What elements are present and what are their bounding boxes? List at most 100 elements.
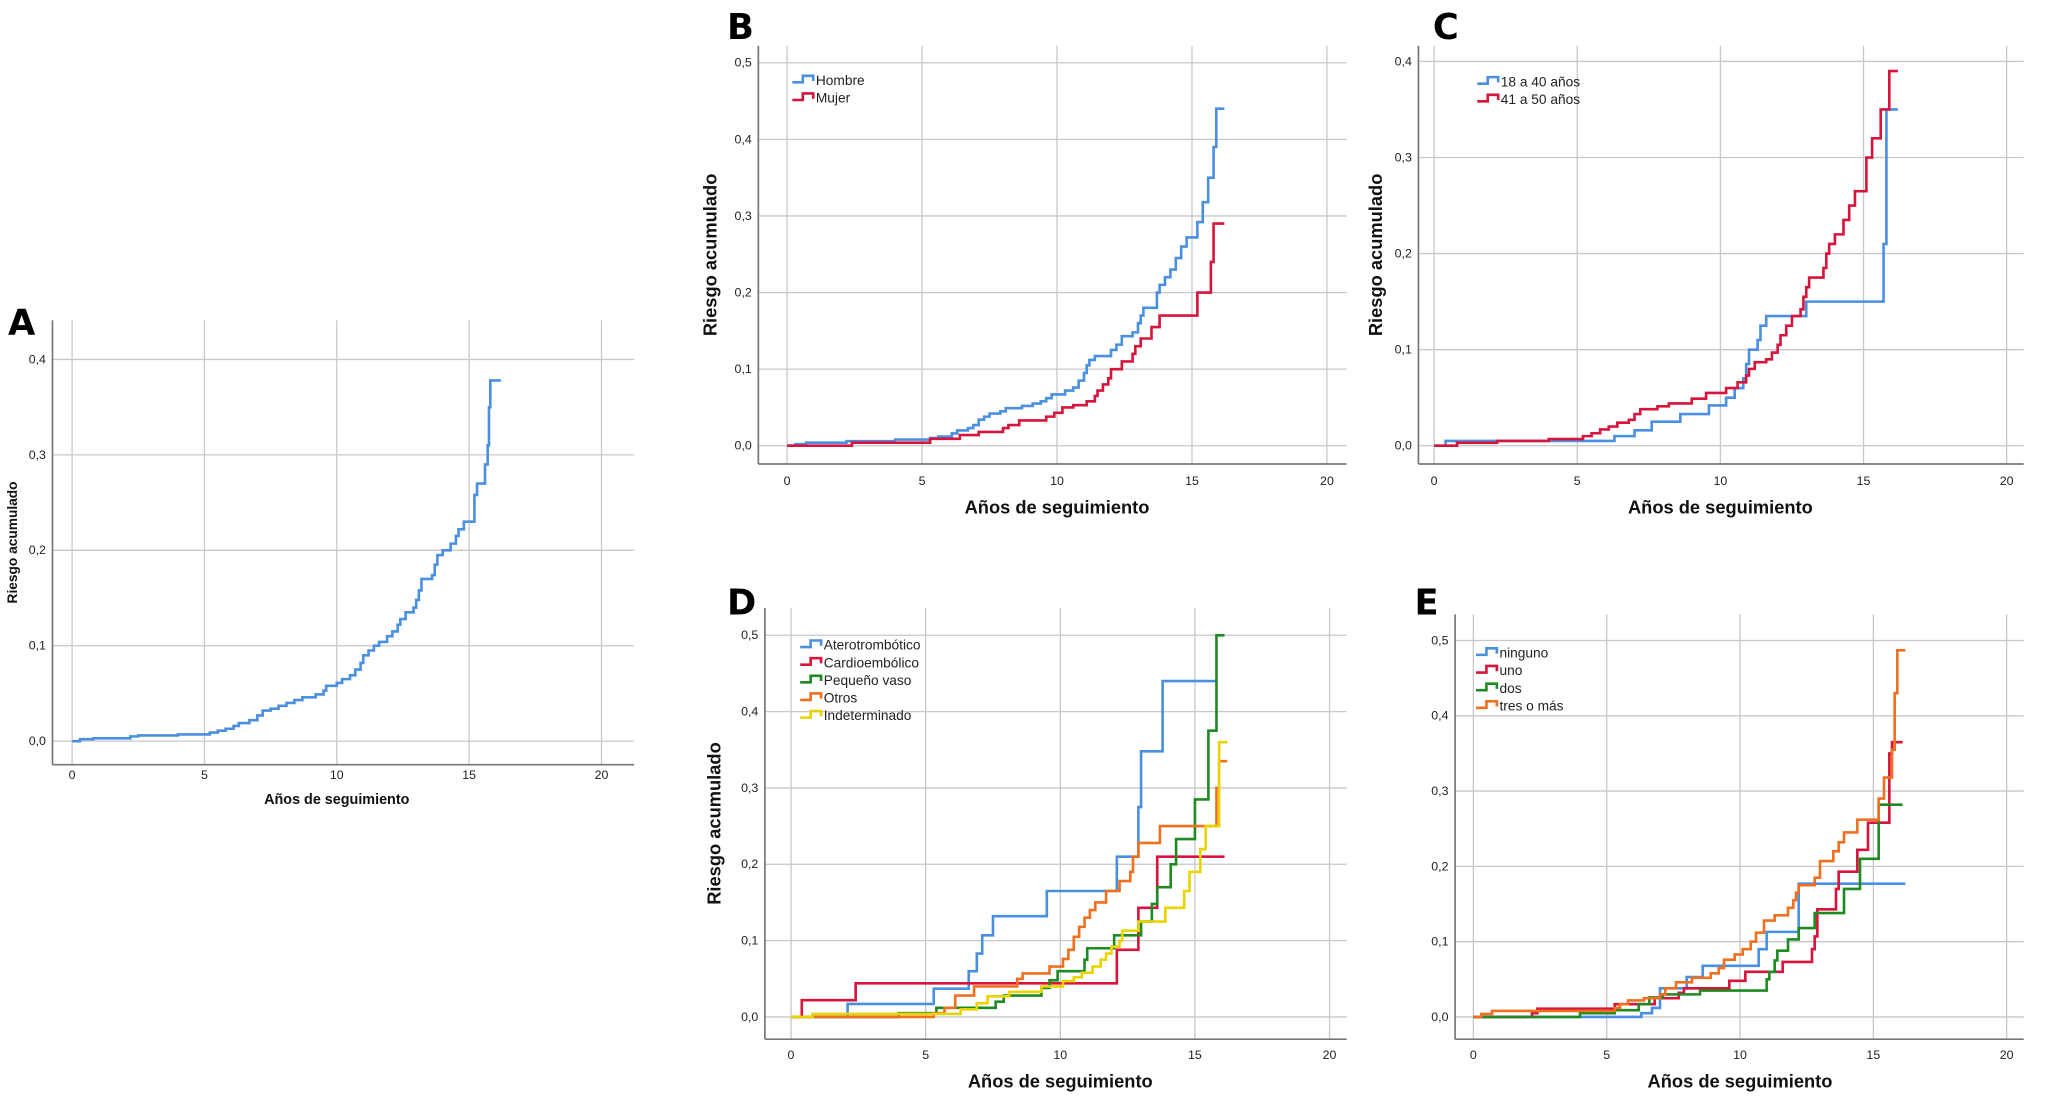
legend-swatch: [792, 74, 815, 84]
x-tick-label: 5: [201, 768, 208, 782]
legend-label: tres o más: [1499, 698, 1563, 713]
x-tick-label: 20: [595, 768, 609, 782]
series-line-tres-o-más: [1473, 648, 1906, 1019]
series-line-cardioembólico: [791, 855, 1225, 1019]
panel-letter: C: [1433, 7, 1459, 48]
y-tick-label: 0,5: [1431, 633, 1448, 647]
y-axis-label: Riesgo acumulado: [5, 481, 20, 603]
legend-label: Otros: [824, 691, 858, 706]
series-line-hombre: [787, 107, 1225, 448]
legend-label: 18 a 40 años: [1501, 74, 1580, 89]
legend-swatch: [800, 639, 823, 649]
x-tick-label: 15: [1857, 474, 1871, 488]
legend-label: uno: [1499, 663, 1522, 678]
series-line-pequeño-vaso: [791, 633, 1225, 1019]
y-tick-label: 0,5: [735, 56, 752, 70]
x-tick-label: 15: [1185, 474, 1199, 488]
series-line-mujer: [787, 222, 1225, 448]
panel-a: A 0 5 10 15 20 0,0 0,1 0,2 0,3 0,4 Años de seguimie…: [5, 303, 635, 808]
x-tick-label: 5: [922, 1048, 929, 1062]
y-tick-label: 0,2: [1431, 859, 1448, 873]
x-tick-label: 5: [919, 474, 926, 488]
legend-swatch: [1475, 682, 1499, 692]
x-tick-label: 15: [1188, 1048, 1202, 1062]
x-tick-label: 0: [788, 1048, 795, 1062]
legend-swatch: [800, 674, 823, 684]
y-tick-label: 0,4: [735, 132, 752, 146]
y-tick-label: 0,3: [735, 209, 752, 223]
panel-b: B 0 5 10 15 20 0,0 0,1 0,2 0,3 0,4 0,5 Años de segui…: [700, 7, 1347, 518]
x-axis-label: Años de seguimiento: [1648, 1071, 1833, 1092]
y-tick-label: 0,0: [1395, 439, 1412, 453]
x-tick-label: 20: [1320, 474, 1334, 488]
y-tick-label: 0,3: [1431, 784, 1448, 798]
series-line-41-a-50-años: [1434, 69, 1898, 448]
y-axis-label: Riesgo acumulado: [700, 174, 721, 337]
legend-label: Mujer: [816, 91, 851, 106]
series-line-otros: [791, 759, 1228, 1019]
legend-label: Aterotrombótico: [824, 638, 921, 653]
series-line-18-a-40-años: [1434, 108, 1898, 448]
y-tick-label: 0,4: [1431, 709, 1448, 723]
series-line-aterotrombótico: [791, 679, 1217, 1019]
x-tick-label: 5: [1574, 474, 1581, 488]
y-tick-label: 0,5: [741, 628, 758, 642]
x-tick-label: 10: [1713, 474, 1727, 488]
y-axis-label: Riesgo acumulado: [703, 742, 724, 905]
y-tick-label: 0,4: [741, 705, 758, 719]
x-axis-label: Años de seguimiento: [1628, 497, 1813, 518]
y-tick-label: 0,4: [29, 352, 46, 366]
x-tick-label: 20: [1323, 1048, 1337, 1062]
y-tick-label: 0,0: [29, 734, 46, 748]
y-tick-label: 0,2: [29, 543, 46, 557]
y-tick-label: 0,2: [1395, 247, 1412, 261]
legend-swatch: [800, 709, 823, 719]
panel-letter: B: [727, 7, 754, 48]
x-tick-label: 10: [330, 768, 344, 782]
legend-swatch: [1477, 93, 1500, 103]
legend-swatch: [1475, 699, 1499, 710]
panel-letter: E: [1415, 582, 1439, 623]
x-tick-label: 5: [1603, 1048, 1610, 1062]
legend-label: Indeterminado: [824, 708, 912, 723]
legend-swatch: [792, 92, 815, 102]
series-line-dos: [1473, 803, 1903, 1019]
x-tick-label: 15: [462, 768, 476, 782]
y-tick-label: 0,3: [1395, 150, 1412, 164]
legend-swatch: [1477, 75, 1500, 85]
y-tick-label: 0,1: [735, 362, 752, 376]
legend-label: Pequeño vaso: [824, 673, 912, 688]
legend-swatch: [800, 656, 823, 666]
y-tick-label: 0,1: [29, 639, 46, 653]
legend-swatch: [1475, 647, 1499, 657]
series-line-overall: [72, 379, 501, 743]
panel-letter: D: [727, 582, 756, 623]
x-tick-label: 15: [1866, 1048, 1880, 1062]
x-tick-label: 20: [2000, 474, 2014, 488]
x-tick-label: 10: [1050, 474, 1064, 488]
legend-label: ninguno: [1499, 645, 1548, 660]
y-tick-label: 0,3: [29, 448, 46, 462]
legend-label: Hombre: [816, 73, 865, 88]
x-tick-label: 20: [2000, 1048, 2014, 1062]
legend-label: Cardioembólico: [824, 655, 920, 670]
y-tick-label: 0,2: [735, 285, 752, 299]
x-tick-label: 10: [1733, 1048, 1747, 1062]
legend-swatch: [1475, 664, 1499, 674]
series-line-ninguno: [1473, 882, 1906, 1019]
series-line-uno: [1473, 740, 1903, 1019]
x-tick-label: 0: [1431, 474, 1438, 488]
y-tick-label: 0,0: [1431, 1010, 1448, 1024]
y-tick-label: 0,0: [735, 439, 752, 453]
series-line-indeterminado: [791, 740, 1228, 1019]
y-tick-label: 0,1: [1395, 343, 1412, 357]
x-tick-label: 10: [1053, 1048, 1067, 1062]
x-tick-label: 0: [69, 768, 76, 782]
x-axis-label: Años de seguimiento: [968, 1071, 1153, 1092]
x-tick-label: 0: [1470, 1048, 1477, 1062]
panel-e: E 0 5 10 15 20 0,0 0,1 0,2 0,3 0,4 0,5 Años de segui…: [1415, 582, 2024, 1092]
y-tick-label: 0,1: [1431, 935, 1448, 949]
y-tick-label: 0,4: [1395, 54, 1412, 68]
y-tick-label: 0,1: [741, 934, 758, 948]
